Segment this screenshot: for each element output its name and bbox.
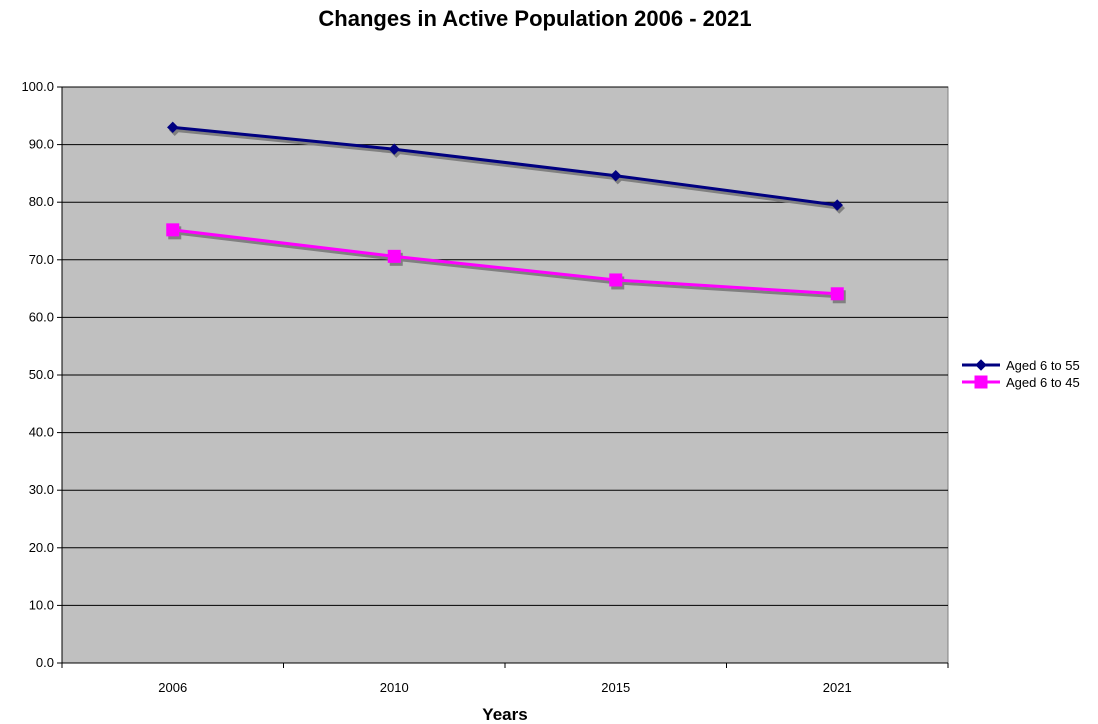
legend-label: Aged 6 to 45 bbox=[1006, 375, 1080, 390]
series-shadow bbox=[174, 128, 840, 210]
legend-marker bbox=[975, 359, 987, 371]
y-tick-label: 0.0 bbox=[36, 655, 54, 670]
axes bbox=[57, 86, 949, 668]
legend-label: Aged 6 to 55 bbox=[1006, 358, 1080, 373]
x-tick-label: 2010 bbox=[380, 680, 409, 695]
y-tick-label: 80.0 bbox=[29, 194, 54, 209]
data-point bbox=[831, 199, 843, 211]
y-tick-labels: 0.0 10.0 20.0 30.0 40.0 50.0 60.0 70.0 80.0 90.0 1… bbox=[21, 79, 54, 670]
x-tick-label: 2021 bbox=[823, 680, 852, 695]
x-tick-labels: 2006 2010 2015 2021 bbox=[158, 680, 851, 695]
y-tick-label: 70.0 bbox=[29, 252, 54, 267]
data-point bbox=[609, 273, 623, 287]
series-line bbox=[172, 228, 838, 296]
x-tick-label: 2006 bbox=[158, 680, 187, 695]
y-tick-label: 60.0 bbox=[29, 309, 54, 324]
series-shadow bbox=[174, 231, 840, 299]
y-tick-label: 50.0 bbox=[29, 367, 54, 382]
data-point bbox=[167, 121, 179, 134]
data-point bbox=[387, 249, 401, 263]
y-tick-label: 90.0 bbox=[29, 137, 54, 152]
y-tick-label: 30.0 bbox=[29, 482, 54, 497]
data-point bbox=[610, 169, 622, 182]
data-point bbox=[830, 287, 844, 301]
y-tick-label: 10.0 bbox=[29, 597, 54, 612]
legend-marker bbox=[974, 375, 988, 389]
chart-title: Changes in Active Population 2006 - 2021 bbox=[318, 6, 752, 31]
series-lines bbox=[166, 121, 846, 304]
x-axis-title: Years bbox=[482, 705, 527, 724]
data-point bbox=[166, 223, 180, 237]
legend: Aged 6 to 55 Aged 6 to 45 bbox=[962, 358, 1080, 390]
y-tick-label: 100.0 bbox=[21, 79, 54, 94]
y-tick-label: 20.0 bbox=[29, 540, 54, 555]
gridlines bbox=[62, 86, 948, 606]
series-line bbox=[172, 125, 838, 207]
data-point bbox=[388, 143, 400, 155]
x-tick-label: 2015 bbox=[601, 680, 630, 695]
y-tick-label: 40.0 bbox=[29, 425, 54, 440]
